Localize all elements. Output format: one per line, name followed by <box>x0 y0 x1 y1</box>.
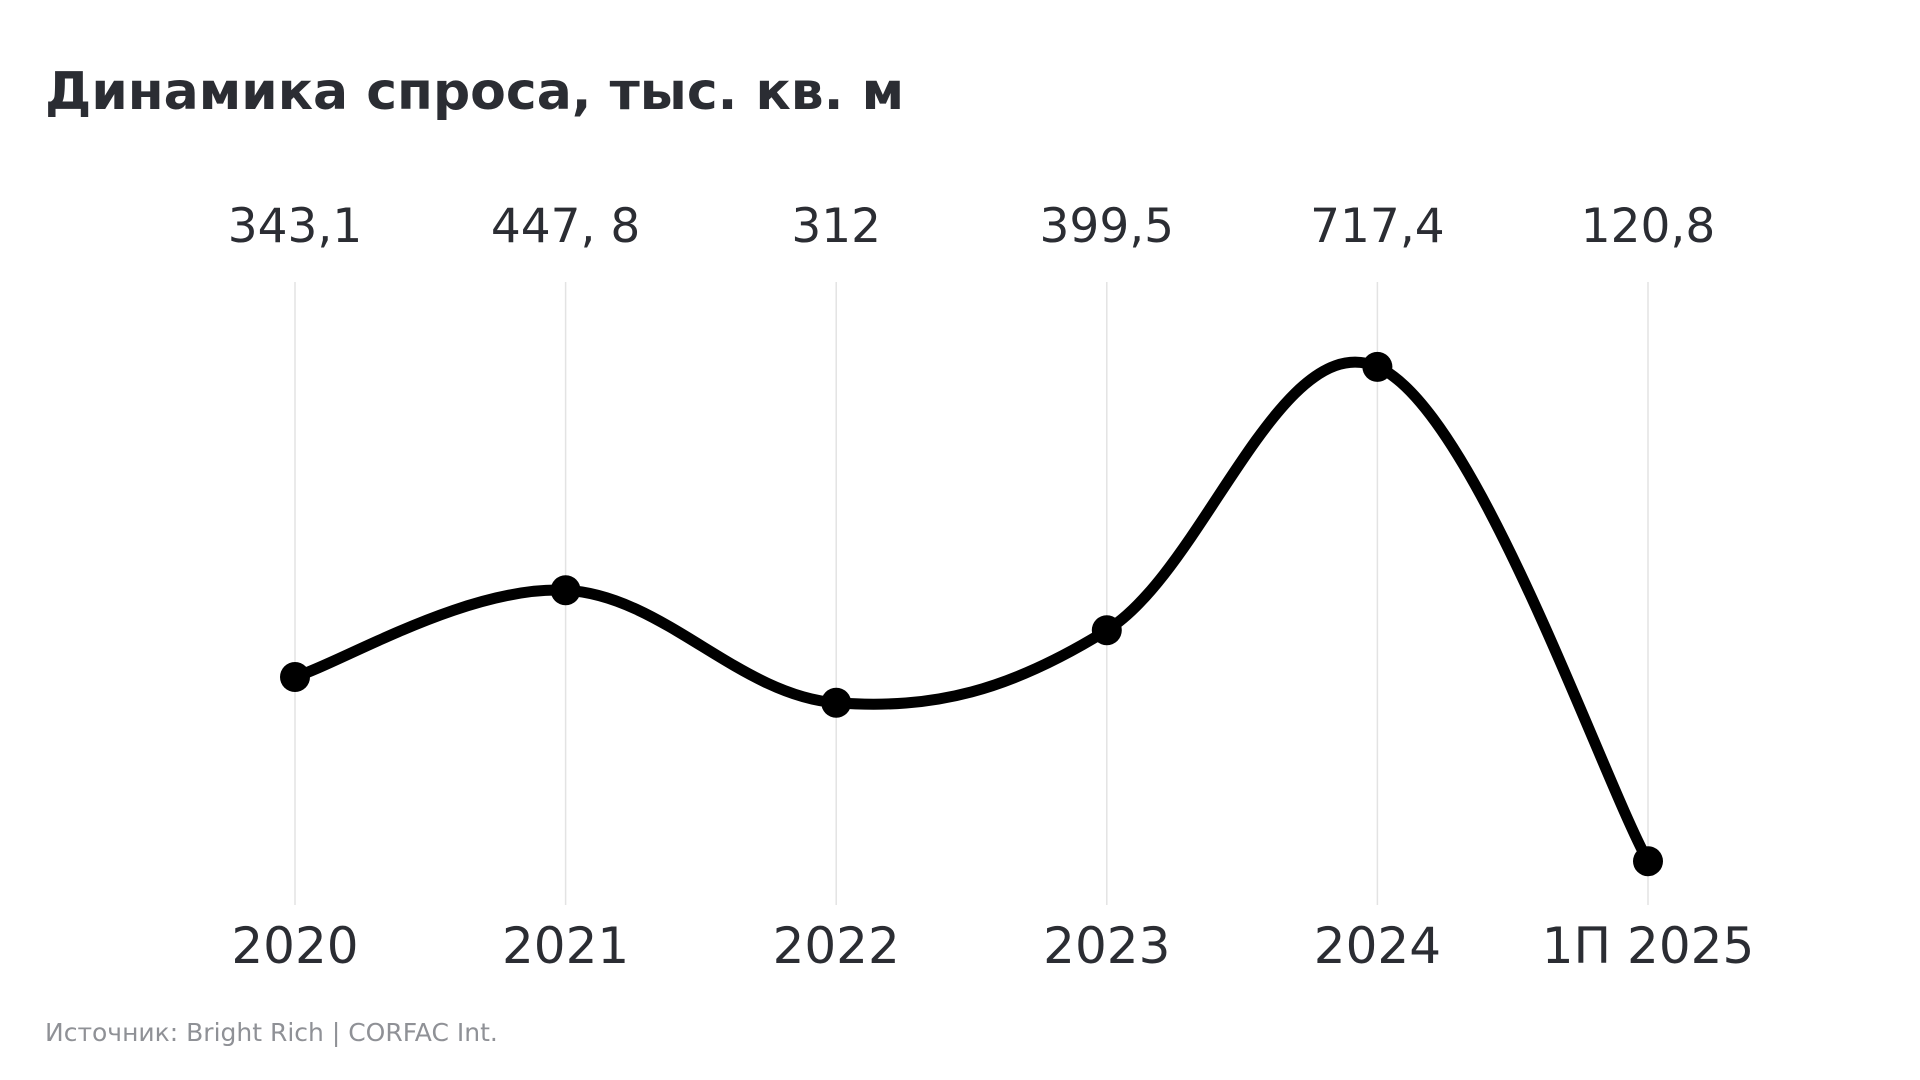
data-points <box>280 351 1663 877</box>
data-label: 312 <box>791 199 881 254</box>
data-label: 717,4 <box>1310 199 1445 254</box>
x-tick-label: 2023 <box>1043 917 1170 975</box>
data-label: 399,5 <box>1040 199 1175 254</box>
series-line <box>289 356 1654 867</box>
data-point <box>821 687 852 718</box>
data-point <box>1633 846 1663 877</box>
x-tick-label: 1П 2025 <box>1542 917 1755 975</box>
data-label: 343,1 <box>228 199 363 254</box>
x-tick-label: 2024 <box>1314 917 1441 975</box>
value-labels: 343,1 447, 8 312 399,5 717,4 120,8 <box>228 199 1716 254</box>
data-label: 447, 8 <box>491 199 641 254</box>
data-label: 120,8 <box>1581 199 1716 254</box>
x-tick-label: 2020 <box>231 917 358 975</box>
data-point <box>1362 351 1393 382</box>
data-point <box>280 662 310 693</box>
source-note: Источник: Bright Rich | CORFAC Int. <box>45 1018 498 1047</box>
category-labels: 2020 2021 2022 2023 2024 1П 2025 <box>231 917 1754 975</box>
data-point <box>1091 615 1122 646</box>
data-point <box>550 575 581 606</box>
chart-title: Динамика спроса, тыс. кв. м <box>45 62 905 122</box>
x-tick-label: 2022 <box>773 917 900 975</box>
x-tick-label: 2021 <box>502 917 629 975</box>
